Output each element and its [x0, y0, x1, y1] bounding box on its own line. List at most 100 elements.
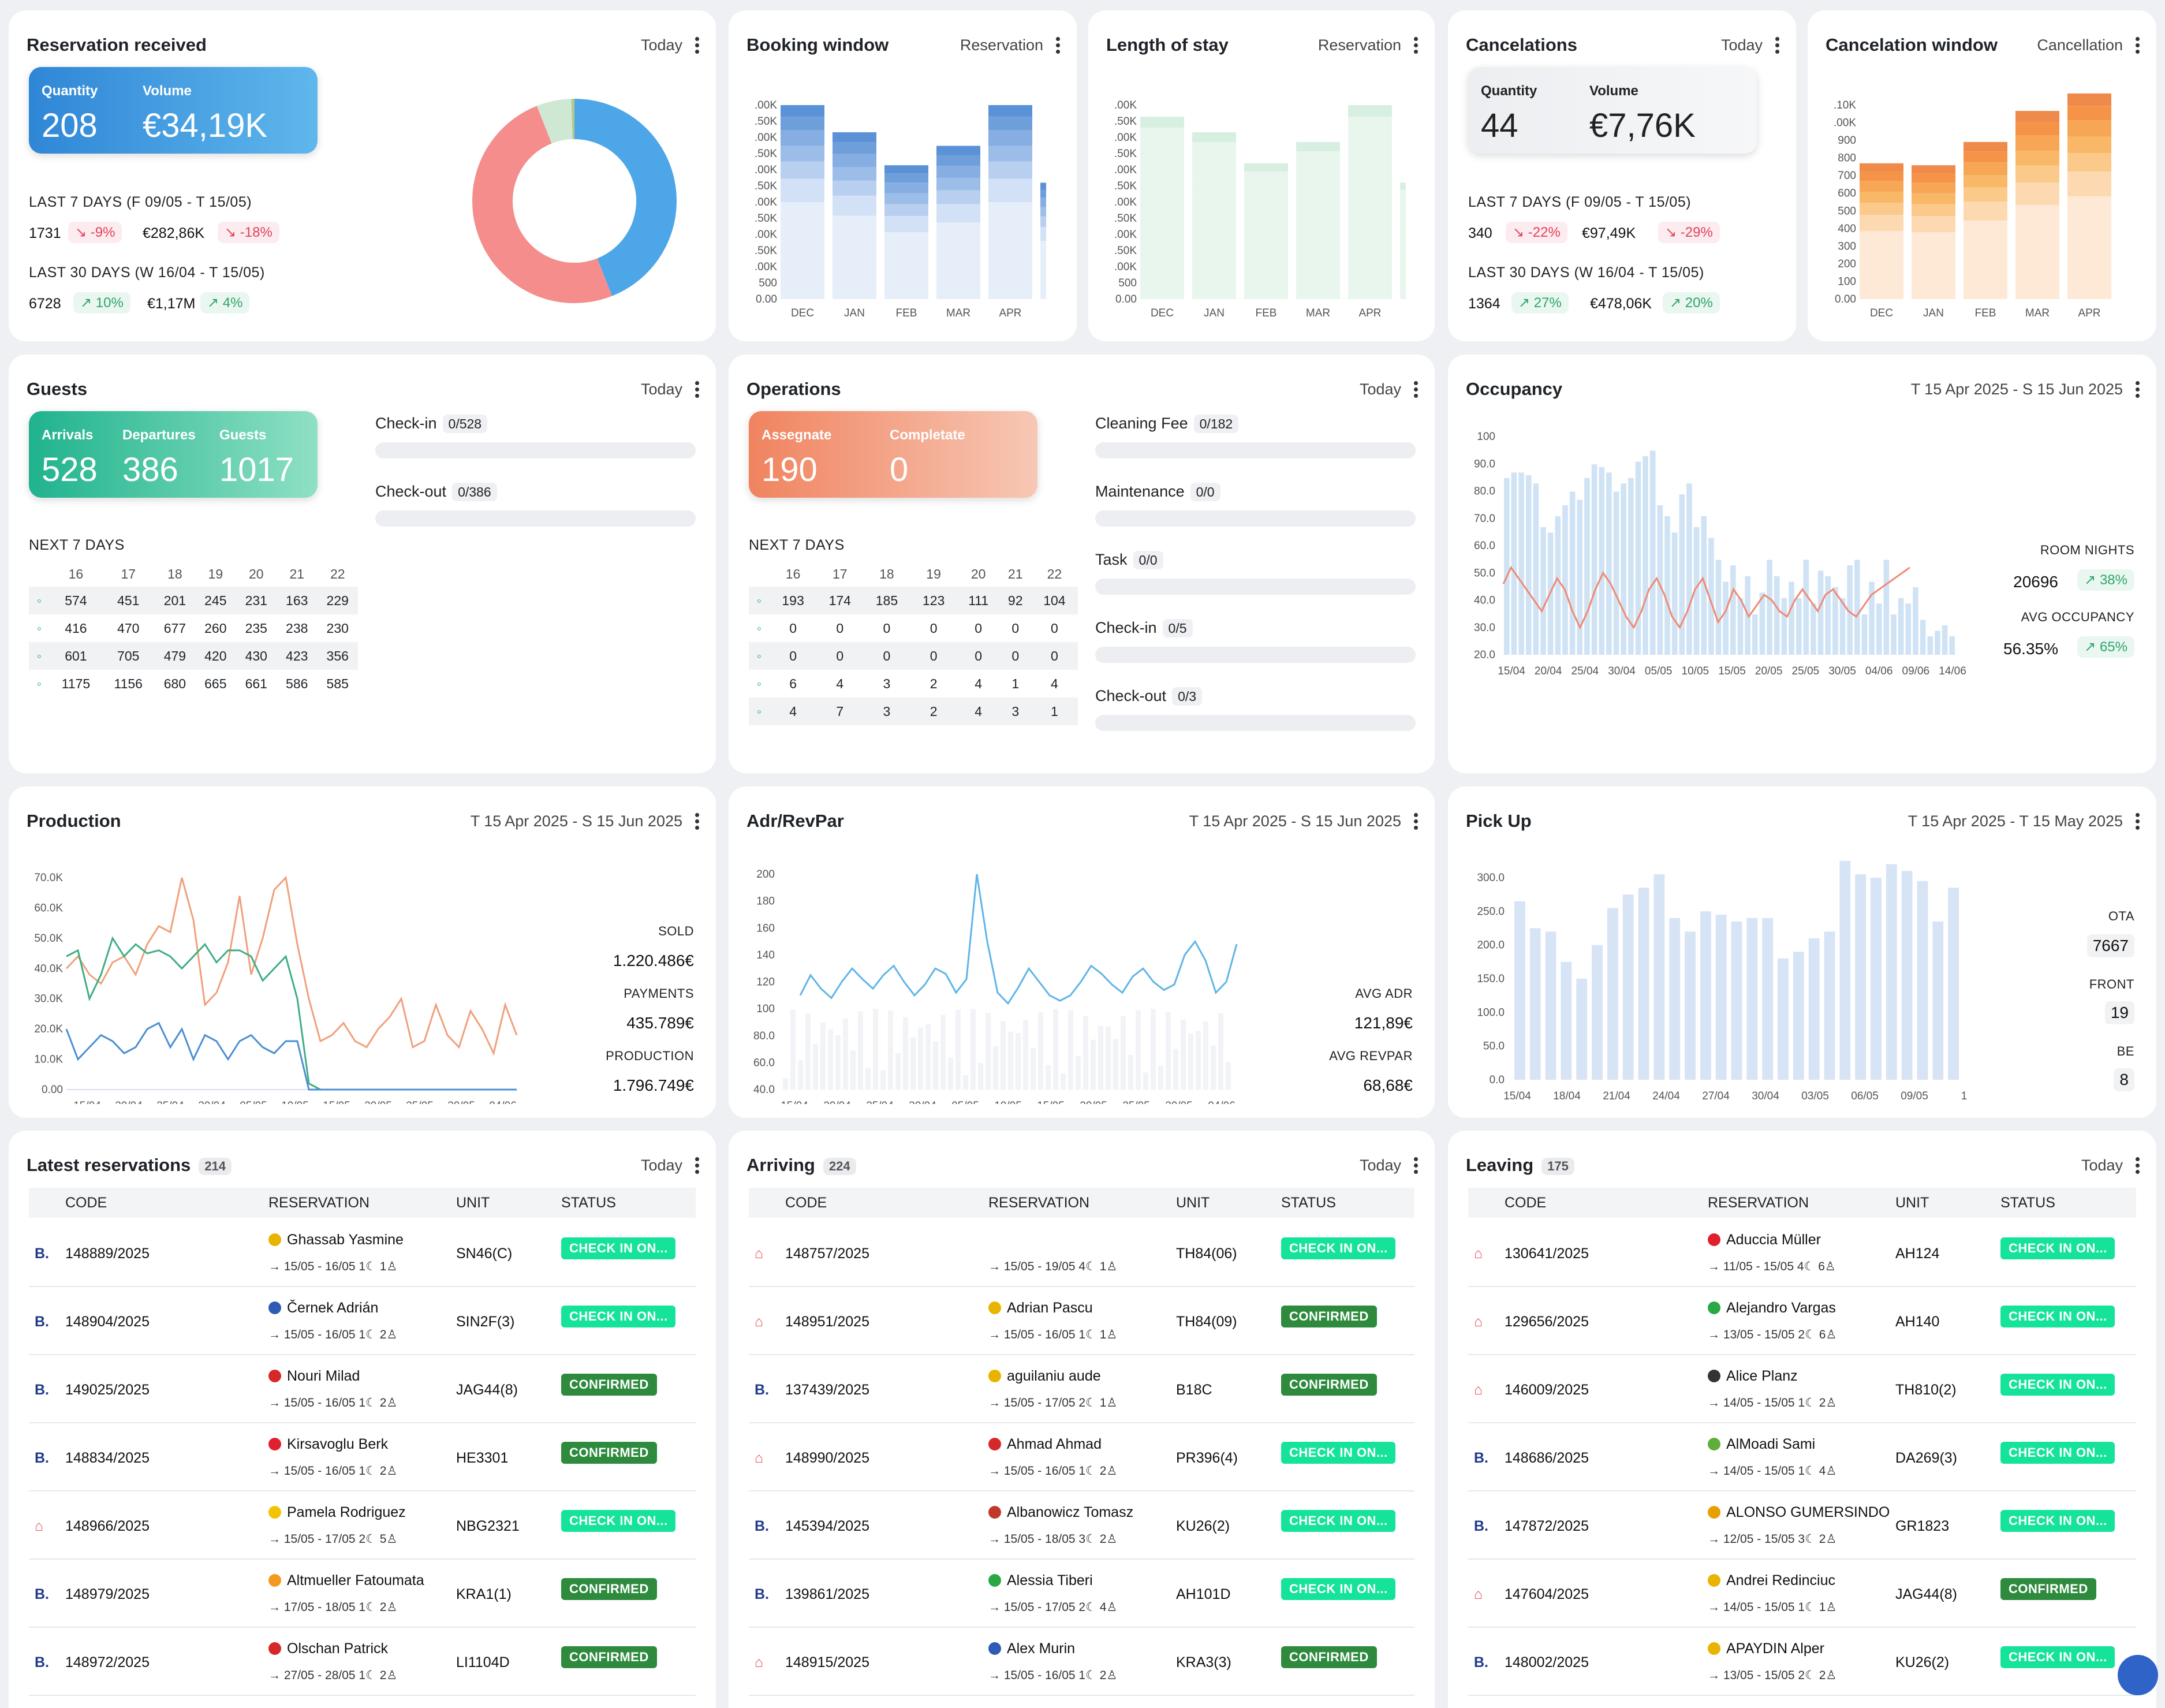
table-row[interactable]: ⌂148757/2025→ 15/05 - 19/05 4☾ 1♙TH84(06… [749, 1218, 1414, 1287]
date-range-selector[interactable]: T 15 Apr 2025 - S 15 Jun 2025 [1911, 379, 2140, 400]
reservation-code[interactable]: 148686/2025 [1505, 1450, 1589, 1467]
more-menu-icon[interactable] [1775, 35, 1780, 56]
reservation-code[interactable]: 148904/2025 [65, 1314, 150, 1330]
reservation-code[interactable]: 148915/2025 [785, 1654, 869, 1671]
column-header[interactable]: UNIT [1895, 1195, 1929, 1211]
status-badge[interactable]: CHECK IN ON... [561, 1306, 675, 1327]
more-menu-icon[interactable] [1414, 35, 1419, 56]
reservation-code[interactable]: 148966/2025 [65, 1518, 150, 1535]
reservation-code[interactable]: 148757/2025 [785, 1245, 869, 1262]
reservation-code[interactable]: 148834/2025 [65, 1450, 150, 1467]
status-badge[interactable]: CONFIRMED [1281, 1306, 1377, 1327]
status-badge[interactable]: CHECK IN ON... [1281, 1578, 1395, 1600]
status-badge[interactable]: CHECK IN ON... [561, 1237, 675, 1259]
type-selector[interactable]: Cancellation [2037, 35, 2140, 56]
column-header[interactable]: RESERVATION [1708, 1195, 1809, 1211]
date-range-selector[interactable]: T 15 Apr 2025 - T 15 May 2025 [1908, 811, 2140, 832]
reservation-code[interactable]: 149025/2025 [65, 1382, 150, 1399]
status-badge[interactable]: CONFIRMED [561, 1578, 657, 1600]
reservation-code[interactable]: 130641/2025 [1505, 1245, 1589, 1262]
period-selector[interactable]: Today [641, 35, 700, 56]
date-range-selector[interactable]: T 15 Apr 2025 - S 15 Jun 2025 [471, 811, 700, 832]
more-menu-icon[interactable] [2136, 1155, 2140, 1176]
chat-icon[interactable] [2118, 1655, 2158, 1695]
more-menu-icon[interactable] [1056, 35, 1061, 56]
reservation-code[interactable]: 148979/2025 [65, 1586, 150, 1603]
more-menu-icon[interactable] [1414, 379, 1419, 400]
status-badge[interactable]: CHECK IN ON... [2000, 1510, 2115, 1532]
more-menu-icon[interactable] [1414, 1155, 1419, 1176]
more-menu-icon[interactable] [695, 1155, 700, 1176]
type-selector[interactable]: Reservation [960, 35, 1061, 56]
column-header[interactable]: UNIT [1176, 1195, 1210, 1211]
column-header[interactable]: STATUS [561, 1195, 616, 1211]
reservation-code[interactable]: 147604/2025 [1505, 1586, 1589, 1603]
column-header[interactable]: RESERVATION [988, 1195, 1089, 1211]
more-menu-icon[interactable] [2136, 35, 2140, 56]
status-badge[interactable]: CHECK IN ON... [1281, 1237, 1395, 1259]
reservation-code[interactable]: 148002/2025 [1505, 1654, 1589, 1671]
date-range-selector[interactable]: T 15 Apr 2025 - S 15 Jun 2025 [1189, 811, 1419, 832]
column-header[interactable]: CODE [65, 1195, 107, 1211]
period-selector[interactable]: Today [641, 379, 700, 400]
reservation-code[interactable]: 146009/2025 [1505, 1382, 1589, 1399]
column-header[interactable]: STATUS [2000, 1195, 2055, 1211]
period-selector[interactable]: Today [2081, 1155, 2140, 1176]
status-badge[interactable]: CONFIRMED [1281, 1374, 1377, 1396]
reservation-code[interactable]: 145394/2025 [785, 1518, 869, 1535]
period-selector[interactable]: Today [1721, 35, 1780, 56]
reservation-code[interactable]: 148889/2025 [65, 1245, 150, 1262]
more-menu-icon[interactable] [695, 379, 700, 400]
reservation-code[interactable]: 148972/2025 [65, 1654, 150, 1671]
more-menu-icon[interactable] [2136, 811, 2140, 832]
status-badge[interactable]: CONFIRMED [1281, 1646, 1377, 1668]
reservation-code[interactable]: 148951/2025 [785, 1314, 869, 1330]
reservation-code[interactable]: 139861/2025 [785, 1586, 869, 1603]
column-header[interactable]: CODE [1505, 1195, 1546, 1211]
reservation-code[interactable]: 148990/2025 [785, 1450, 869, 1467]
status-badge[interactable]: CHECK IN ON... [2000, 1306, 2115, 1327]
more-menu-icon[interactable] [695, 35, 700, 56]
column-header[interactable]: STATUS [1281, 1195, 1336, 1211]
status-badge[interactable]: CHECK IN ON... [1281, 1510, 1395, 1532]
period-selector[interactable]: Today [1360, 379, 1419, 400]
reservation-code[interactable]: 147872/2025 [1505, 1518, 1589, 1535]
type-selector[interactable]: Reservation [1318, 35, 1419, 56]
status-badge[interactable]: CONFIRMED [561, 1442, 657, 1464]
more-menu-icon[interactable] [1414, 811, 1419, 832]
status-badge[interactable]: CONFIRMED [561, 1646, 657, 1668]
status-badge[interactable]: CHECK IN ON... [2000, 1442, 2115, 1464]
status-badge[interactable]: CHECK IN ON... [1281, 1442, 1395, 1464]
more-menu-icon[interactable] [2136, 379, 2140, 400]
status-badge[interactable]: CHECK IN ON... [2000, 1374, 2115, 1396]
status-badge[interactable]: CHECK IN ON... [2000, 1646, 2115, 1668]
reservation-code[interactable]: 137439/2025 [785, 1382, 869, 1399]
status-badge[interactable]: CHECK IN ON... [561, 1510, 675, 1532]
column-header[interactable]: CODE [785, 1195, 827, 1211]
status-badge[interactable]: CONFIRMED [561, 1374, 657, 1396]
column-header[interactable]: UNIT [456, 1195, 490, 1211]
status-badge[interactable]: CONFIRMED [2000, 1578, 2096, 1600]
column-header[interactable]: RESERVATION [268, 1195, 369, 1211]
status-badge[interactable]: CHECK IN ON... [2000, 1237, 2115, 1259]
period-selector[interactable]: Today [641, 1155, 700, 1176]
more-menu-icon[interactable] [695, 811, 700, 832]
